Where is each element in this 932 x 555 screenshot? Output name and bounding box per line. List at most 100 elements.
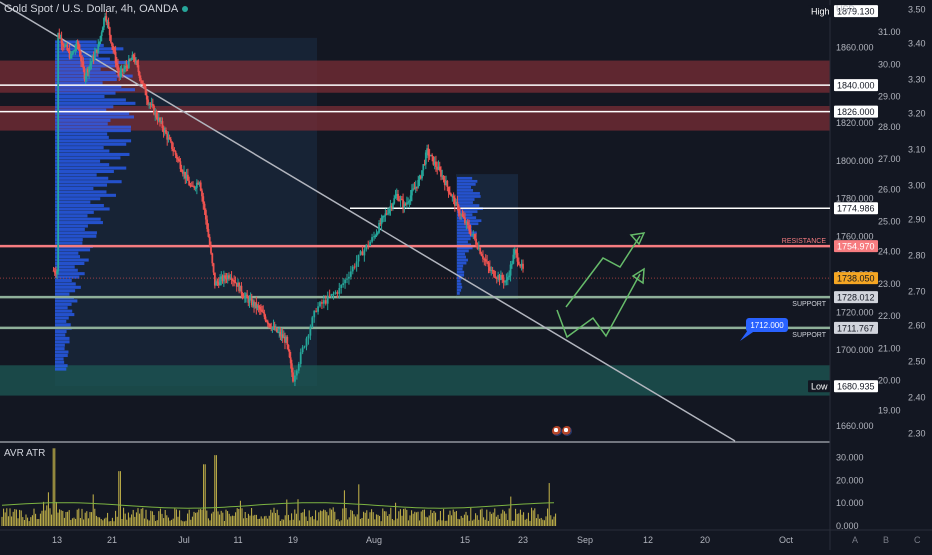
level-price-badge[interactable]	[834, 105, 878, 118]
candle-body	[493, 270, 495, 277]
candle-body	[468, 225, 471, 231]
candle-body	[105, 16, 108, 23]
volume-profile-bar	[55, 227, 85, 231]
volume-profile-bar	[457, 234, 477, 238]
candle-body	[65, 44, 68, 46]
high-label[interactable]	[808, 5, 832, 18]
volume-profile-bar	[55, 88, 135, 92]
low-label[interactable]	[808, 380, 830, 393]
volume-profile-bar	[55, 221, 103, 225]
bottom-button-c[interactable]: C	[914, 535, 921, 545]
candle-body	[303, 346, 306, 348]
candle-body	[383, 215, 386, 217]
candle-body	[497, 275, 500, 279]
support-zone[interactable]	[0, 365, 830, 396]
candle-body	[220, 276, 223, 280]
candle-body	[321, 302, 323, 304]
candle-body	[520, 263, 523, 267]
volume-profile-bar	[55, 81, 103, 85]
candle-body	[113, 50, 116, 52]
candle-body	[81, 61, 84, 63]
candle-body	[460, 214, 463, 216]
volume-profile-bar	[457, 176, 473, 180]
volume-profile-bar	[457, 179, 478, 183]
volume-profile-bar	[457, 264, 464, 268]
candle-body	[436, 166, 439, 170]
ratio-tick-label: 20.00	[878, 375, 901, 385]
candle-body	[224, 275, 227, 279]
us-flag-icon[interactable]	[562, 426, 572, 436]
candle-body	[427, 148, 430, 156]
volume-profile-bar	[55, 330, 67, 334]
candle-body	[123, 68, 125, 72]
us-flag-icon[interactable]	[552, 426, 562, 436]
resistance-zone[interactable]	[0, 105, 830, 131]
candle-body	[155, 111, 158, 118]
candle-body	[393, 198, 396, 204]
candle-body	[284, 336, 286, 343]
atr-tick-label: 0.000	[836, 521, 859, 531]
candle-body	[186, 174, 189, 181]
candle-body	[199, 182, 202, 191]
candle-body	[506, 277, 509, 280]
high-price-badge-text: 1879.130	[837, 7, 875, 17]
volume-profile-bar	[55, 364, 68, 368]
candle-body	[74, 48, 77, 51]
ratio-tick-label: 25.00	[878, 216, 901, 226]
candle-body	[242, 296, 245, 299]
candle-body	[132, 54, 135, 58]
candle-body	[192, 185, 194, 187]
price-tick-label: 1800.000	[836, 156, 874, 166]
candle-body	[165, 130, 167, 134]
ratio-tick-label: 22.00	[878, 311, 901, 321]
candle-body	[379, 223, 382, 225]
volume-profile-bar	[457, 237, 471, 241]
volume-profile-bar	[55, 112, 130, 116]
level-price-badge[interactable]	[834, 291, 878, 304]
volume-profile-bar	[457, 210, 478, 213]
high-price-badge[interactable]	[834, 5, 878, 18]
level-price-badge[interactable]	[834, 321, 878, 334]
level-price-badge-text: 1840.000	[837, 81, 875, 91]
candle-body	[397, 193, 399, 201]
volume-profile-bar	[457, 216, 477, 220]
candle-body	[355, 261, 358, 267]
level-price-badge[interactable]	[834, 79, 878, 92]
volume-profile-bar	[55, 173, 97, 177]
candle-body	[438, 166, 441, 171]
candle-body	[117, 65, 119, 71]
candle-body	[328, 295, 331, 297]
candle-body	[69, 53, 72, 58]
candle-body	[376, 232, 379, 234]
candle-body	[495, 277, 498, 279]
volume-profile-bar	[55, 323, 71, 327]
candle-body	[265, 320, 268, 322]
level-price-badge[interactable]	[834, 202, 878, 215]
candle-body	[400, 198, 403, 200]
candle-body	[392, 203, 394, 208]
level-note: RESISTANCE	[782, 238, 827, 245]
low-price-badge[interactable]	[834, 380, 878, 393]
current-price-badge[interactable]	[834, 272, 878, 285]
bottom-button-a[interactable]: A	[852, 535, 859, 545]
candle-body	[125, 65, 128, 67]
volume-profile-bar	[55, 176, 109, 180]
volume-profile-bar	[55, 285, 81, 289]
level-price-badge[interactable]	[834, 240, 878, 253]
candle-body	[54, 272, 57, 274]
price-tick-label: 1820.000	[836, 118, 874, 128]
candle-body	[513, 249, 516, 255]
candle-body	[202, 196, 205, 204]
bottom-button-b[interactable]: B	[883, 535, 890, 545]
candle-body	[519, 264, 522, 267]
candle-body	[447, 187, 450, 193]
candle-body	[121, 68, 124, 72]
candle-body	[144, 86, 147, 96]
projection-arrow-upper[interactable]	[565, 235, 641, 308]
candle-body	[60, 37, 63, 44]
price-callout[interactable]	[746, 318, 788, 332]
projection-arrow-lower[interactable]	[556, 273, 641, 339]
candle-body	[131, 54, 134, 60]
